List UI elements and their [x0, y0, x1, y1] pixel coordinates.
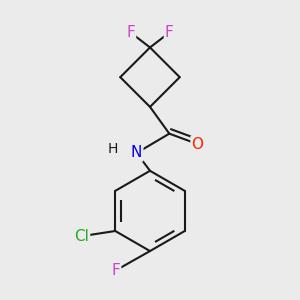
- Text: F: F: [126, 25, 135, 40]
- Text: F: F: [165, 25, 174, 40]
- Text: F: F: [111, 263, 120, 278]
- Text: Cl: Cl: [74, 229, 89, 244]
- Text: O: O: [192, 136, 204, 152]
- Text: N: N: [131, 146, 142, 160]
- Text: H: H: [108, 142, 118, 155]
